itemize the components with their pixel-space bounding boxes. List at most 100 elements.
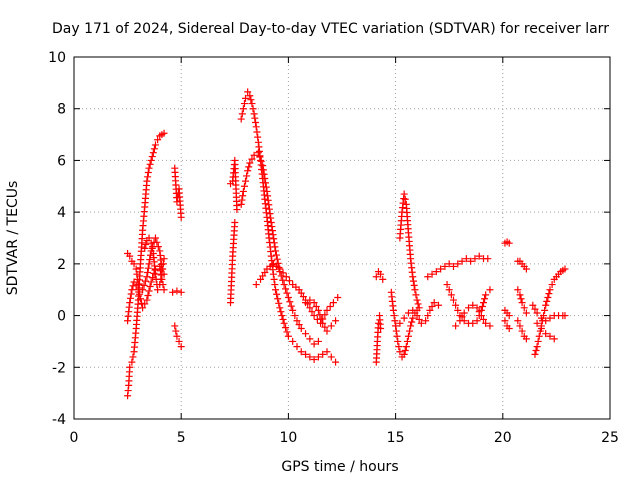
data-point	[138, 299, 146, 307]
data-point	[426, 306, 434, 314]
data-point	[143, 177, 151, 185]
data-point	[467, 257, 475, 265]
data-point	[377, 325, 385, 332]
data-point	[263, 187, 271, 195]
data-point	[393, 332, 401, 340]
series-arc-c6	[424, 252, 492, 281]
data-point	[404, 309, 412, 317]
data-point	[283, 289, 291, 297]
data-point	[280, 281, 288, 289]
data-point	[238, 196, 246, 204]
data-point	[268, 223, 276, 231]
data-point	[400, 350, 408, 358]
data-point	[394, 337, 402, 345]
data-point	[306, 304, 314, 312]
y-tick-label: 4	[57, 205, 66, 221]
data-point	[248, 100, 256, 108]
data-point	[279, 276, 287, 284]
data-point	[159, 265, 167, 273]
series-arc-d8	[529, 301, 569, 325]
data-point	[411, 286, 419, 294]
data-point	[437, 265, 445, 273]
data-point	[172, 327, 180, 335]
data-point	[246, 159, 254, 167]
data-point	[516, 291, 524, 299]
data-point	[452, 322, 460, 330]
data-point	[326, 303, 334, 311]
data-point	[297, 325, 305, 332]
data-point	[175, 337, 183, 345]
data-point	[400, 190, 408, 198]
data-point	[262, 179, 270, 187]
data-point	[272, 251, 280, 259]
data-point	[533, 319, 541, 327]
data-point	[270, 235, 278, 243]
data-point	[415, 315, 423, 323]
data-point	[522, 309, 530, 317]
data-point	[306, 335, 314, 343]
data-point	[150, 269, 158, 277]
data-point	[396, 319, 404, 327]
data-point	[323, 348, 331, 356]
data-point	[160, 286, 168, 294]
data-point	[323, 306, 331, 314]
data-point	[518, 327, 526, 335]
data-point	[259, 166, 267, 174]
data-point	[239, 192, 247, 200]
data-point	[546, 286, 554, 294]
data-point	[134, 286, 142, 294]
data-point	[310, 340, 318, 348]
data-point	[460, 309, 468, 317]
data-point	[434, 301, 442, 309]
data-point	[243, 172, 251, 180]
data-point	[239, 105, 247, 113]
data-point	[151, 141, 159, 149]
series-arc-a7	[169, 287, 185, 296]
data-point	[544, 293, 552, 301]
data-point	[454, 260, 462, 268]
data-point	[173, 287, 181, 295]
x-tick-label: 20	[494, 430, 512, 446]
data-point	[409, 273, 417, 281]
data-point	[390, 312, 398, 320]
data-point	[403, 337, 411, 345]
data-point	[145, 234, 153, 242]
data-point	[505, 325, 513, 332]
data-point	[158, 270, 166, 278]
data-point	[293, 343, 301, 351]
data-point	[271, 243, 279, 251]
data-point	[332, 358, 340, 366]
data-point	[449, 262, 457, 270]
data-point	[454, 306, 462, 314]
data-point	[269, 231, 277, 239]
data-point	[144, 292, 152, 300]
data-point	[312, 303, 320, 311]
data-point	[314, 353, 322, 361]
data-point	[248, 155, 256, 163]
data-point	[130, 278, 138, 286]
data-point	[430, 299, 438, 307]
data-point	[273, 290, 281, 298]
series-arc-a6	[171, 322, 185, 351]
data-point	[422, 317, 430, 325]
data-point	[550, 335, 558, 343]
data-point	[428, 270, 436, 278]
data-point	[244, 167, 252, 175]
data-point	[247, 96, 255, 104]
data-point	[478, 303, 486, 311]
series-arc-c2	[372, 312, 385, 366]
data-point	[270, 239, 278, 247]
data-point	[275, 299, 283, 307]
data-point	[392, 322, 400, 330]
data-point	[542, 330, 550, 338]
data-point	[130, 260, 138, 268]
data-point	[413, 296, 421, 304]
data-point	[146, 160, 154, 168]
data-point	[548, 281, 556, 289]
data-point	[259, 162, 267, 170]
data-point	[517, 295, 525, 303]
series-arc-b2	[227, 156, 241, 214]
data-point	[282, 273, 290, 281]
data-point	[154, 136, 162, 144]
